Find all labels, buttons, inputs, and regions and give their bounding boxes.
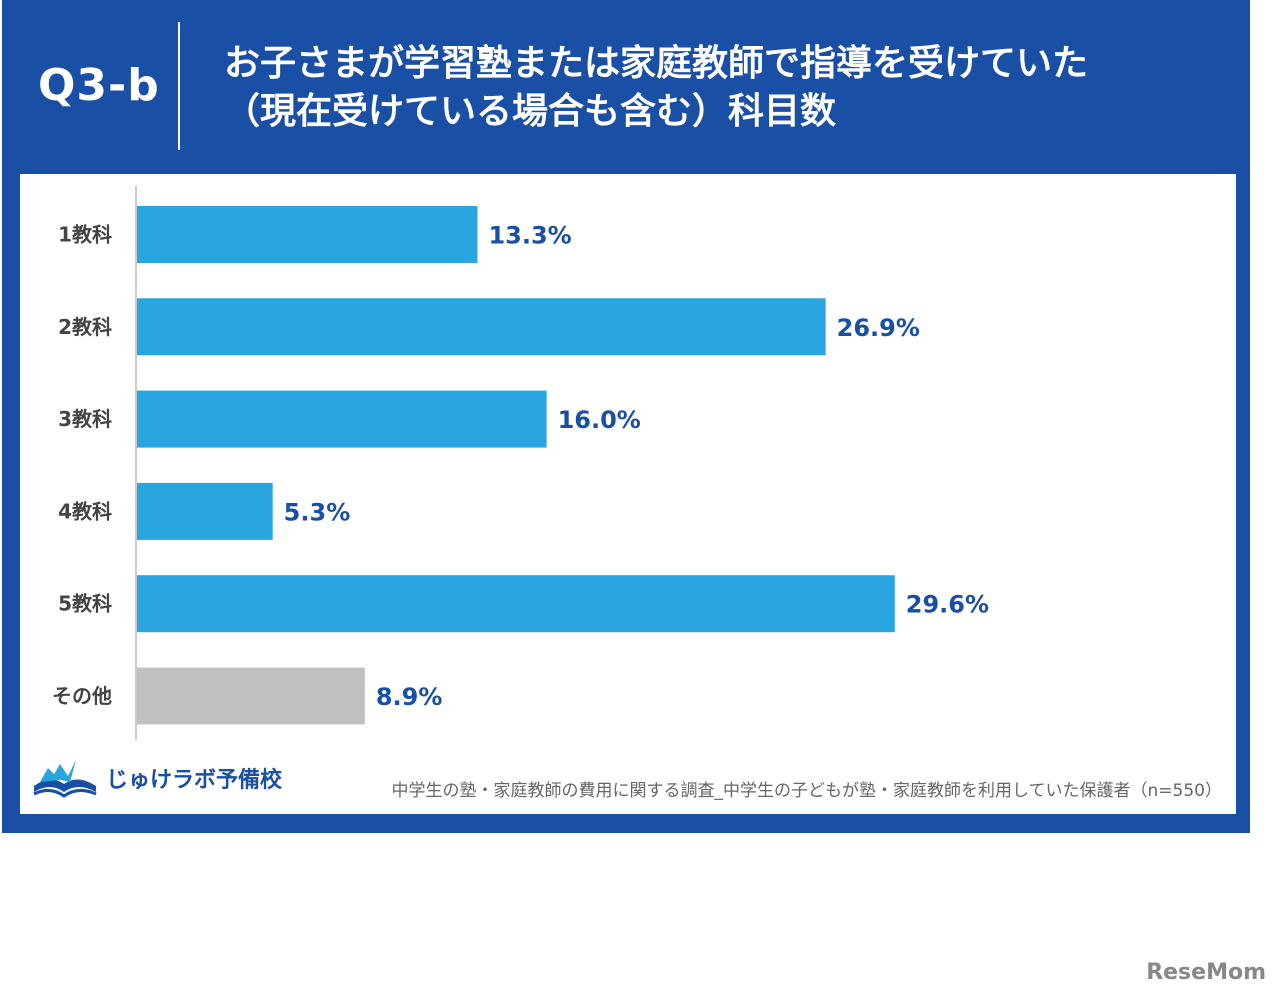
value-label-2: 26.9% xyxy=(837,314,920,342)
category-label-1: 1教科 xyxy=(58,223,112,247)
value-label-5: 29.6% xyxy=(906,591,989,619)
value-label-3: 16.0% xyxy=(558,406,641,434)
source-note: 中学生の塾・家庭教師の費用に関する調査_中学生の子どもが塾・家庭教師を利用してい… xyxy=(391,781,1222,801)
bar-2 xyxy=(137,298,826,356)
chart-title: お子さまが学習塾または家庭教師で指導を受けていた （現在受けている場合も含む）科… xyxy=(224,40,1224,136)
bar-6 xyxy=(137,667,365,725)
chart-panel: 1教科 13.3% 2教科 26.9% 3教科 16.0% 4教科 5.3% 5教科 29.6% そ… xyxy=(20,174,1236,814)
bar-5 xyxy=(137,575,895,633)
header-frame: Q3-b お子さまが学習塾または家庭教師で指導を受けていた （現在受けている場合… xyxy=(2,0,1250,833)
header-divider xyxy=(178,22,180,150)
category-label-5: 5教科 xyxy=(58,592,112,616)
category-label-2: 2教科 xyxy=(58,315,112,339)
question-number: Q3-b xyxy=(38,60,160,111)
value-label-4: 5.3% xyxy=(284,498,351,526)
watermark-logo: ReseMom xyxy=(1146,960,1266,985)
bar-chart: 1教科 13.3% 2教科 26.9% 3教科 16.0% 4教科 5.3% 5教科 29.6% そ… xyxy=(52,186,989,740)
value-label-1: 13.3% xyxy=(488,222,571,250)
value-label-6: 8.9% xyxy=(376,683,443,711)
logo: じゅけラボ予備校 xyxy=(30,756,290,800)
bar-4 xyxy=(137,482,273,540)
bar-3 xyxy=(137,390,547,448)
category-label-6: その他 xyxy=(52,684,112,708)
category-label-4: 4教科 xyxy=(58,499,112,523)
bar-1 xyxy=(137,206,478,263)
chart-title-line2: （現在受けている場合も含む）科目数 xyxy=(224,91,837,132)
chart-title-line1: お子さまが学習塾または家庭教師で指導を受けていた xyxy=(224,43,1089,84)
logo-text: じゅけラボ予備校 xyxy=(106,768,283,793)
book-logo-icon xyxy=(33,760,97,798)
category-label-3: 3教科 xyxy=(58,407,112,431)
